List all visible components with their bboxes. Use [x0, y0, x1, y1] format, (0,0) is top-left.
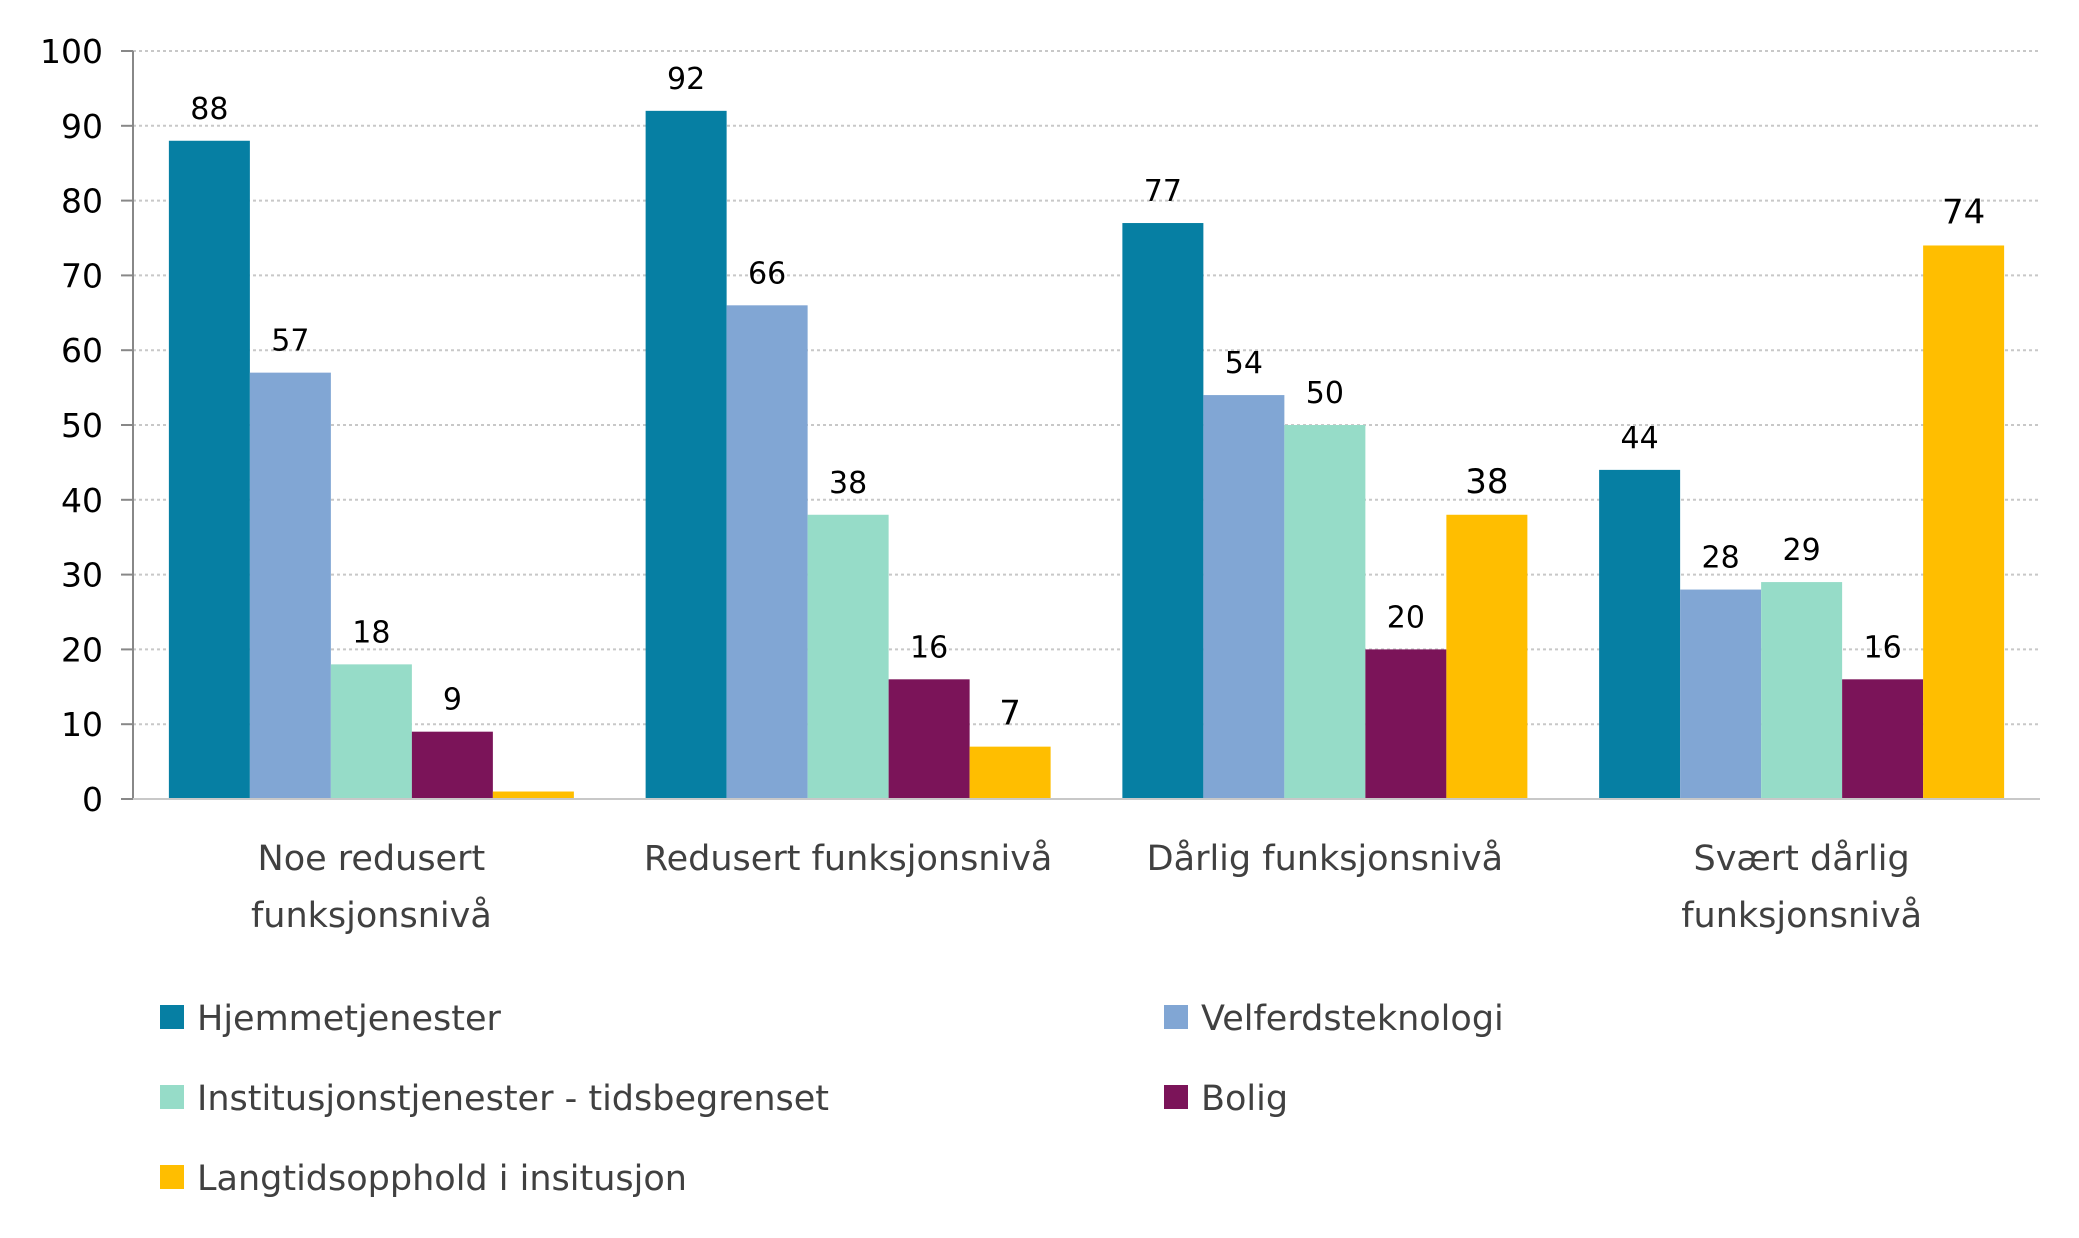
bar	[1284, 425, 1366, 799]
data-label: 44	[1621, 421, 1659, 456]
bar	[1365, 649, 1447, 799]
y-axis: 0 10 20 30 40 50 60 70 80 90 100	[40, 32, 134, 819]
bar	[1203, 395, 1285, 799]
bar	[330, 664, 412, 799]
x-tick-label: funksjonsnivå	[1681, 895, 1922, 936]
data-label: 54	[1225, 346, 1263, 381]
y-tick-label: 60	[61, 331, 103, 370]
data-label: 7	[999, 694, 1021, 734]
y-tick-label: 20	[61, 630, 103, 669]
legend-label: Velferdsteknologi	[1201, 999, 1504, 1039]
legend-label: Langtidsopphold i insitusjon	[197, 1159, 687, 1199]
data-label: 88	[190, 92, 228, 127]
data-label: 16	[1864, 630, 1902, 665]
data-label: 29	[1783, 533, 1821, 568]
y-tick-label: 30	[61, 556, 103, 595]
bar	[1446, 514, 1528, 799]
legend-swatch	[1164, 1085, 1188, 1109]
bar	[1761, 582, 1843, 799]
y-tick-label: 50	[61, 406, 103, 445]
bar	[1842, 679, 1924, 799]
data-label: 66	[748, 256, 786, 291]
x-tick-label: funksjonsnivå	[251, 895, 492, 936]
legend-swatch	[160, 1085, 184, 1109]
bar	[645, 110, 727, 800]
bar	[249, 372, 331, 799]
x-axis: Noe redusert funksjonsnivå Redusert funksj…	[133, 798, 2040, 936]
bar	[888, 679, 970, 799]
y-tick-label: 10	[61, 705, 103, 744]
y-tick-label: 80	[61, 182, 103, 221]
x-tick-label: Svært dårlig	[1693, 838, 1909, 879]
x-tick-label: Noe redusert	[258, 839, 486, 879]
y-tick-label: 70	[61, 256, 103, 295]
bar	[168, 140, 250, 799]
bar	[411, 731, 493, 799]
data-label: 28	[1702, 541, 1740, 576]
legend-swatch	[160, 1005, 184, 1029]
data-label: 20	[1387, 600, 1425, 635]
legend: Hjemmetjenester Velferdsteknologi Institus…	[160, 999, 1504, 1199]
bar	[1680, 589, 1762, 799]
bar	[492, 791, 574, 799]
data-label: 18	[352, 615, 390, 650]
data-label: 38	[1465, 462, 1508, 502]
data-label: 50	[1306, 376, 1344, 411]
data-label: 74	[1942, 192, 1985, 232]
y-tick-label: 100	[40, 32, 103, 71]
bar	[726, 305, 808, 799]
data-label: 57	[271, 324, 309, 359]
y-tick-label: 90	[61, 107, 103, 146]
y-tick-label: 0	[82, 780, 103, 819]
bar	[807, 514, 889, 799]
bar	[969, 746, 1051, 799]
legend-swatch	[160, 1165, 184, 1189]
data-label: 38	[829, 466, 867, 501]
legend-label: Institusjonstjenester - tidsbegrenset	[197, 1079, 829, 1119]
legend-label: Bolig	[1201, 1079, 1288, 1119]
data-label: 16	[910, 630, 948, 665]
data-label: 9	[443, 683, 462, 718]
bar	[1599, 469, 1681, 799]
x-tick-label: Redusert funksjonsnivå	[644, 838, 1053, 879]
legend-label: Hjemmetjenester	[197, 999, 501, 1039]
bar	[1923, 245, 2005, 800]
legend-swatch	[1164, 1005, 1188, 1029]
data-label: 92	[667, 62, 705, 97]
x-tick-label: Dårlig funksjonsnivå	[1147, 838, 1503, 879]
y-tick-label: 40	[61, 481, 103, 520]
data-label: 77	[1144, 174, 1182, 209]
bar	[1122, 223, 1204, 800]
